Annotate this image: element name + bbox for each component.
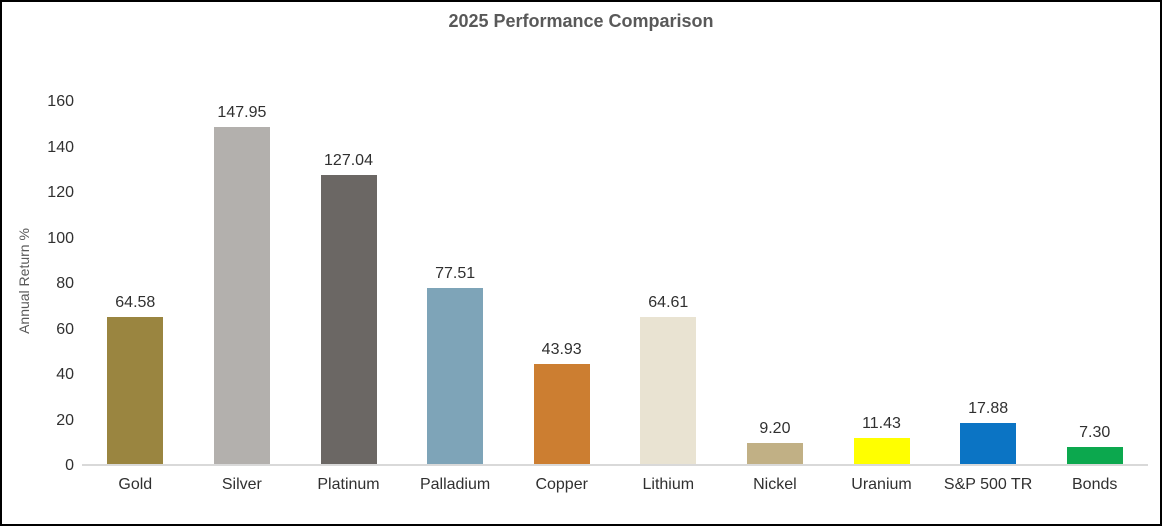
bar-value-label-nickel: 9.20 (759, 420, 791, 438)
bar-value-label-gold: 64.58 (115, 294, 156, 312)
y-tick-label: 40 (56, 366, 74, 383)
bar-palladium (427, 287, 484, 464)
y-tick-label: 20 (56, 411, 74, 429)
bar-platinum (320, 174, 377, 464)
bar-value-label-copper: 43.93 (541, 341, 582, 359)
x-category-label-uranium: Uranium (851, 476, 912, 493)
bar-bonds (1066, 447, 1123, 464)
x-category-label-copper: Copper (535, 476, 588, 493)
bar-copper (533, 364, 590, 464)
bar-value-label-uranium: 11.43 (862, 415, 901, 432)
y-tick-label: 120 (47, 184, 74, 201)
x-category-label-silver: Silver (221, 476, 262, 493)
y-tick-label: 80 (56, 275, 74, 292)
x-category-label-s-p-500-tr: S&P 500 TR (943, 476, 1033, 493)
x-category-label-bonds: Bonds (1072, 476, 1118, 493)
bar-value-label-palladium: 77.51 (435, 264, 476, 282)
bar-value-label-silver: 147.95 (217, 104, 267, 122)
bar-gold (107, 317, 164, 464)
bar-lithium (640, 317, 697, 464)
y-tick-label: 140 (47, 138, 74, 156)
x-category-label-gold: Gold (118, 476, 153, 493)
y-tick-label: 60 (56, 320, 74, 338)
y-tick-label: 0 (65, 457, 74, 474)
x-category-label-lithium: Lithium (642, 476, 695, 493)
bar-value-label-bonds: 7.30 (1079, 424, 1111, 442)
bar-value-label-platinum: 127.04 (324, 151, 373, 169)
y-tick-label: 100 (47, 229, 74, 247)
x-category-label-palladium: Palladium (419, 476, 491, 493)
x-category-label-nickel: Nickel (753, 476, 797, 493)
bar-nickel (746, 443, 803, 464)
y-tick-label: 160 (47, 93, 74, 110)
bar-value-label-lithium: 64.61 (648, 294, 689, 312)
bar-s-p-500-tr (960, 423, 1017, 464)
chart-title: 2025 Performance Comparison (448, 11, 714, 31)
bar-silver (213, 127, 270, 464)
bar-value-label-s-p-500-tr: 17.88 (968, 400, 1009, 418)
plot-area: 64.58 147.95 127.04 77.51 43.93 64.61 9.20 11.4… (82, 102, 1148, 466)
bar-uranium (853, 438, 910, 464)
x-category-label-platinum: Platinum (317, 476, 380, 493)
